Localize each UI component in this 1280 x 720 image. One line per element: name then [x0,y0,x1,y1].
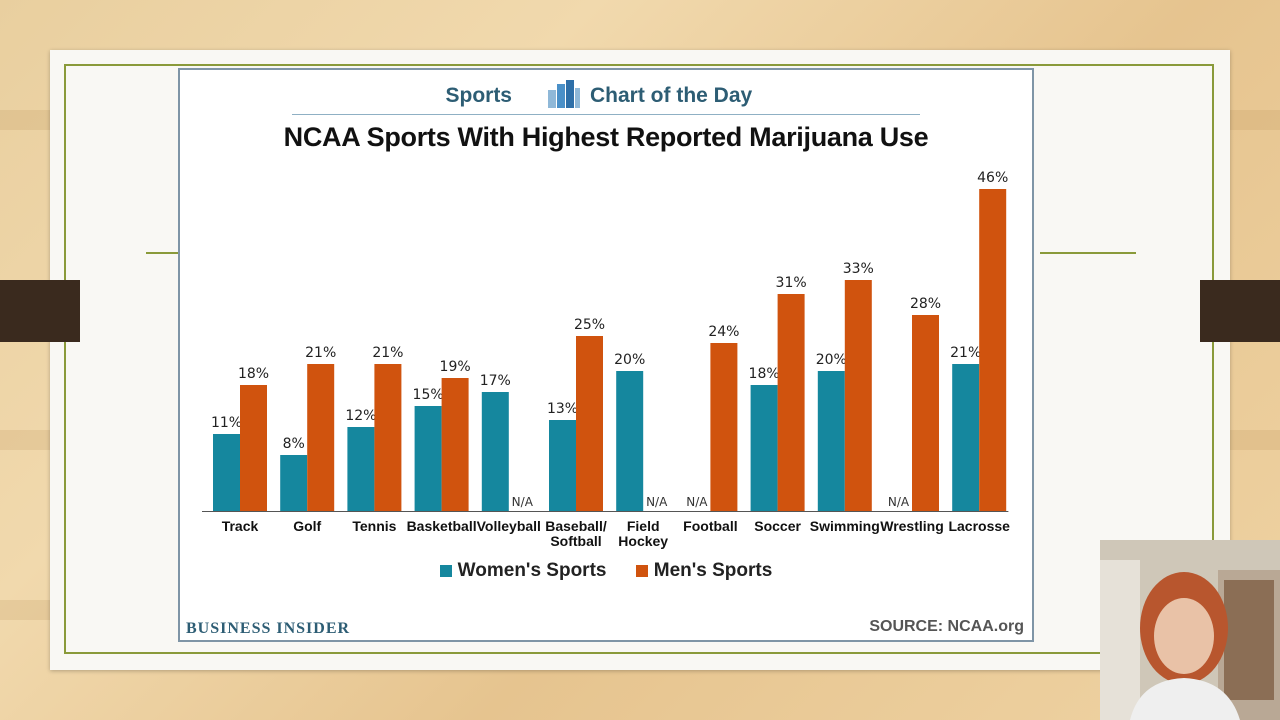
tick-label-football: Football [683,518,737,534]
tick-label-tennis: Tennis [352,518,396,534]
brand-divider [292,114,920,115]
left-tab [0,280,80,342]
tick-label-baseball-softball-line2: Softball [550,533,601,549]
data-label-women-swimming: 20% [816,352,847,368]
tick-label-wrestling: Wrestling [880,518,944,534]
na-label-men-fieldhockey: N/A [646,495,668,509]
slide-rule-right [1040,252,1136,254]
data-label-women-soccer: 18% [749,366,780,382]
bar-women-tennis [347,427,375,511]
bar-women-baseball-softball [549,420,576,511]
slide-frame [64,64,1214,654]
bar-women-lacrosse [952,364,980,511]
tick-label-volleyball: Volleyball [477,518,541,534]
right-tab [1200,280,1280,342]
legend-swatch-men [635,565,648,577]
data-label-women-tennis: 12% [345,408,376,424]
data-label-women-lacrosse: 21% [950,345,981,361]
data-label-men-lacrosse: 46% [977,170,1008,186]
chart-legend: Women's Sports Men's Sports [180,560,1032,583]
data-label-women-track: 11% [211,415,242,431]
bar-men-tennis [374,364,402,511]
bar-men-lacrosse [979,189,1007,511]
tick-label-soccer: Soccer [754,518,801,534]
publisher-logo: BUSINESS INSIDER [186,620,351,637]
tick-label-baseball-softball: Baseball/ [545,518,607,534]
data-label-women-golf: 8% [283,436,305,452]
slide-rule-left [146,252,178,254]
bar-men-baseball-softball [576,336,603,511]
brand-chart-of-the-day: Chart of the Day [590,84,753,107]
bar-men-football [710,343,738,511]
tick-label-fieldhockey-line2: Hockey [618,533,668,549]
data-label-men-football: 24% [708,324,739,340]
tick-label-golf: Golf [293,518,321,534]
data-label-men-soccer: 31% [776,275,807,291]
data-label-women-fieldhockey: 20% [614,352,645,368]
bar-men-golf [307,364,335,511]
bar-women-basketball [414,406,442,511]
brand-sports: Sports [445,84,512,107]
data-label-women-volleyball: 17% [480,373,511,389]
tick-label-swimming: Swimming [810,518,880,534]
tick-label-fieldhockey: Field [627,518,660,534]
legend-women: Women's Sports [439,560,607,582]
bar-women-soccer [750,385,778,511]
bar-men-track [240,385,267,511]
bar-chart-logo-icon [548,80,580,108]
bar-women-volleyball [481,392,509,511]
source-note: SOURCE: NCAA.org [869,618,1024,635]
tick-label-lacrosse: Lacrosse [948,518,1010,534]
presenter-video [1100,540,1280,720]
legend-label-women: Women's Sports [457,560,607,581]
na-label-women-football: N/A [686,495,708,509]
tick-label-basketball: Basketball [407,518,477,534]
bar-men-soccer [777,294,805,511]
bar-chart: 11% 18% Track 8% 21% Golf 12% 21% Tennis 15% 19% Ba… [202,170,1010,549]
na-label-men-volleyball: N/A [512,495,534,509]
brand-header: Sports Chart of the Day [180,76,1032,115]
data-label-men-baseball-softball: 25% [574,317,605,333]
data-label-men-golf: 21% [305,345,336,361]
data-label-men-basketball: 19% [440,359,471,375]
bar-men-basketball [441,378,469,511]
webcam-overlay [1100,540,1280,720]
data-label-men-swimming: 33% [843,261,874,277]
data-label-women-baseball-softball: 13% [547,401,578,417]
legend-label-men: Men's Sports [653,560,773,581]
data-label-women-basketball: 15% [413,387,444,403]
chart-card: Sports Chart of the Day NCAA Sports With… [178,68,1034,642]
bar-men-swimming [844,280,872,511]
bar-men-wrestling [912,315,939,511]
bar-women-track [213,434,240,511]
legend-swatch-women [439,565,452,577]
data-label-men-tennis: 21% [372,345,403,361]
data-label-men-track: 18% [238,366,269,382]
tick-label-track: Track [222,518,259,534]
bar-women-swimming [817,371,845,511]
data-label-men-wrestling: 28% [910,296,941,312]
bar-women-fieldhockey [616,371,644,511]
chart-title: NCAA Sports With Highest Reported Mariju… [283,122,929,152]
na-label-women-wrestling: N/A [888,495,910,509]
legend-men: Men's Sports [635,560,773,582]
bar-women-golf [280,455,308,511]
